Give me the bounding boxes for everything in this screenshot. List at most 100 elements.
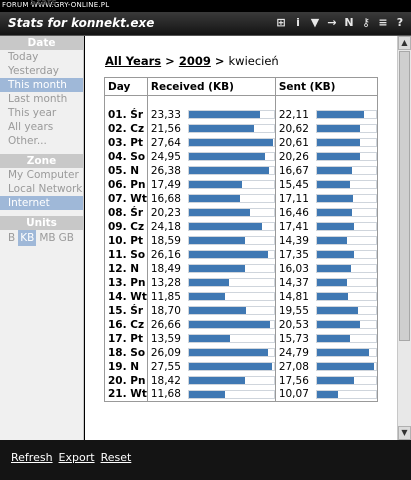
sent-value: 14,39 (278, 234, 309, 247)
received-value: 16,68 (150, 192, 181, 205)
received-value: 13,28 (150, 276, 181, 289)
units-section-header: Units (0, 216, 83, 230)
n-icon[interactable]: N (344, 16, 354, 29)
table-row[interactable]: 13. Pn 13,28 14,37 (104, 275, 378, 290)
date-item-yesterday[interactable]: Yesterday (8, 65, 59, 77)
main-content: All Years > 2009 > kwiecień Day Received… (85, 36, 397, 440)
table-row[interactable]: 20. Pn 18,42 17,56 (104, 373, 378, 388)
table-row[interactable]: 09. Cz 24,18 17,41 (104, 219, 378, 234)
received-value: 11,85 (150, 290, 181, 303)
unit-mb[interactable]: MB (39, 232, 56, 244)
table-row[interactable]: 02. Cz 21,56 20,62 (104, 121, 378, 136)
ghost-window-title: Stats (30, 0, 57, 8)
breadcrumb-year[interactable]: 2009 (178, 54, 211, 68)
received-bar (189, 349, 269, 356)
arrow-right-icon[interactable]: → (327, 16, 337, 29)
sent-bar (317, 265, 351, 272)
date-item-other[interactable]: Other... (8, 135, 47, 147)
sent-bar (317, 111, 364, 118)
sent-bar-cell (313, 164, 377, 178)
table-row[interactable]: 19. N 27,55 27,08 (104, 359, 378, 374)
received-bar-cell (185, 331, 276, 346)
received-bar (189, 251, 269, 258)
sent-bar-track (316, 138, 377, 147)
zone-item-internet[interactable]: Internet (0, 196, 83, 210)
table-row[interactable]: 11. So 26,16 17,35 (104, 247, 378, 262)
received-value: 24,18 (150, 220, 181, 233)
table-row[interactable]: 04. So 24,95 20,26 (104, 149, 378, 164)
export-link[interactable]: Export (58, 451, 95, 464)
received-bar-track (188, 124, 275, 133)
scroll-up-icon[interactable]: ▲ (398, 36, 411, 50)
date-item-this-year[interactable]: This year (8, 107, 57, 119)
date-item-last-month[interactable]: Last month (8, 93, 68, 105)
sent-bar (317, 125, 361, 132)
help-icon[interactable]: ? (396, 16, 404, 29)
received-bar-track (188, 208, 275, 217)
table-row[interactable]: 05. N 26,38 16,67 (104, 163, 378, 178)
table-row[interactable]: 08. Śr 20,23 16,46 (104, 205, 378, 220)
sent-bar-cell (313, 136, 377, 150)
sent-bar (317, 237, 348, 244)
received-bar-track (188, 264, 275, 273)
key-icon[interactable]: ⚷ (361, 16, 371, 29)
table-row[interactable]: 03. Pt 27,64 20,61 (104, 135, 378, 150)
table-row[interactable]: 12. N 18,49 16,03 (104, 261, 378, 276)
day-cell: 08. Śr (104, 205, 148, 220)
sent-bar-cell (313, 248, 377, 262)
table-row[interactable]: 21. Wt 11,68 10,07 (104, 387, 378, 402)
received-bar-track (188, 306, 275, 315)
info-icon[interactable]: i (296, 16, 300, 29)
table-row[interactable]: 14. Wt 11,85 14,81 (104, 289, 378, 304)
vertical-scrollbar[interactable]: ▲ ▼ (397, 36, 411, 440)
received-bar (189, 153, 265, 160)
sent-bar-track (316, 348, 377, 357)
received-value: 11,68 (150, 388, 181, 401)
day-cell: 10. Pt (104, 233, 148, 248)
breadcrumb-all-years[interactable]: All Years (105, 54, 162, 68)
sent-value: 17,35 (278, 248, 309, 261)
sent-bar (317, 293, 349, 300)
table-row[interactable]: 17. Pt 13,59 15,73 (104, 331, 378, 346)
sent-bar-track (316, 306, 377, 315)
received-bar-track (188, 152, 275, 161)
column-header-sent: Sent (KB) (274, 77, 379, 96)
received-value: 26,16 (150, 248, 181, 261)
table-row[interactable]: 15. Śr 18,70 19,55 (104, 303, 378, 318)
filter-icon[interactable]: ▼ (310, 16, 320, 29)
received-bar (189, 209, 251, 216)
zone-item-my-computer[interactable]: My Computer (8, 169, 79, 181)
sent-value: 20,62 (278, 122, 309, 135)
date-item-this-month[interactable]: This month (0, 78, 83, 92)
sent-bar-track (316, 208, 377, 217)
pin-icon[interactable]: ⊞ (276, 16, 286, 29)
table-row[interactable]: 07. Wt 16,68 17,11 (104, 191, 378, 206)
sent-bar (317, 195, 354, 202)
refresh-link[interactable]: Refresh (11, 451, 53, 464)
table-row[interactable]: 06. Pn 17,49 15,45 (104, 177, 378, 192)
table-row[interactable]: 16. Cz 26,66 20,53 (104, 317, 378, 332)
unit-kb[interactable]: KB (18, 230, 37, 246)
table-row[interactable]: 18. So 26,09 24,79 (104, 345, 378, 360)
received-bar-cell (185, 177, 276, 192)
reset-link[interactable]: Reset (100, 451, 132, 464)
received-bar (189, 390, 225, 398)
table-row[interactable]: 01. Śr 23,33 22,11 (104, 107, 378, 122)
sent-value: 14,37 (278, 276, 309, 289)
day-cell: 21. Wt (104, 387, 148, 402)
scroll-down-icon[interactable]: ▼ (398, 426, 411, 440)
unit-b[interactable]: B (8, 232, 16, 244)
list-icon[interactable]: ≡ (378, 16, 388, 29)
breadcrumb-separator: > (214, 54, 225, 68)
received-bar-cell (185, 191, 276, 206)
unit-gb[interactable]: GB (58, 232, 74, 244)
sent-bar-track (316, 376, 377, 385)
table-row[interactable]: 10. Pt 18,59 14,39 (104, 233, 378, 248)
zone-item-local-network[interactable]: Local Network (8, 183, 83, 195)
date-item-today[interactable]: Today (8, 51, 39, 63)
received-bar (189, 195, 240, 202)
scroll-thumb[interactable] (399, 51, 410, 341)
received-bar-cell (185, 345, 276, 360)
day-cell: 18. So (104, 345, 148, 360)
date-item-all-years[interactable]: All years (8, 121, 54, 133)
